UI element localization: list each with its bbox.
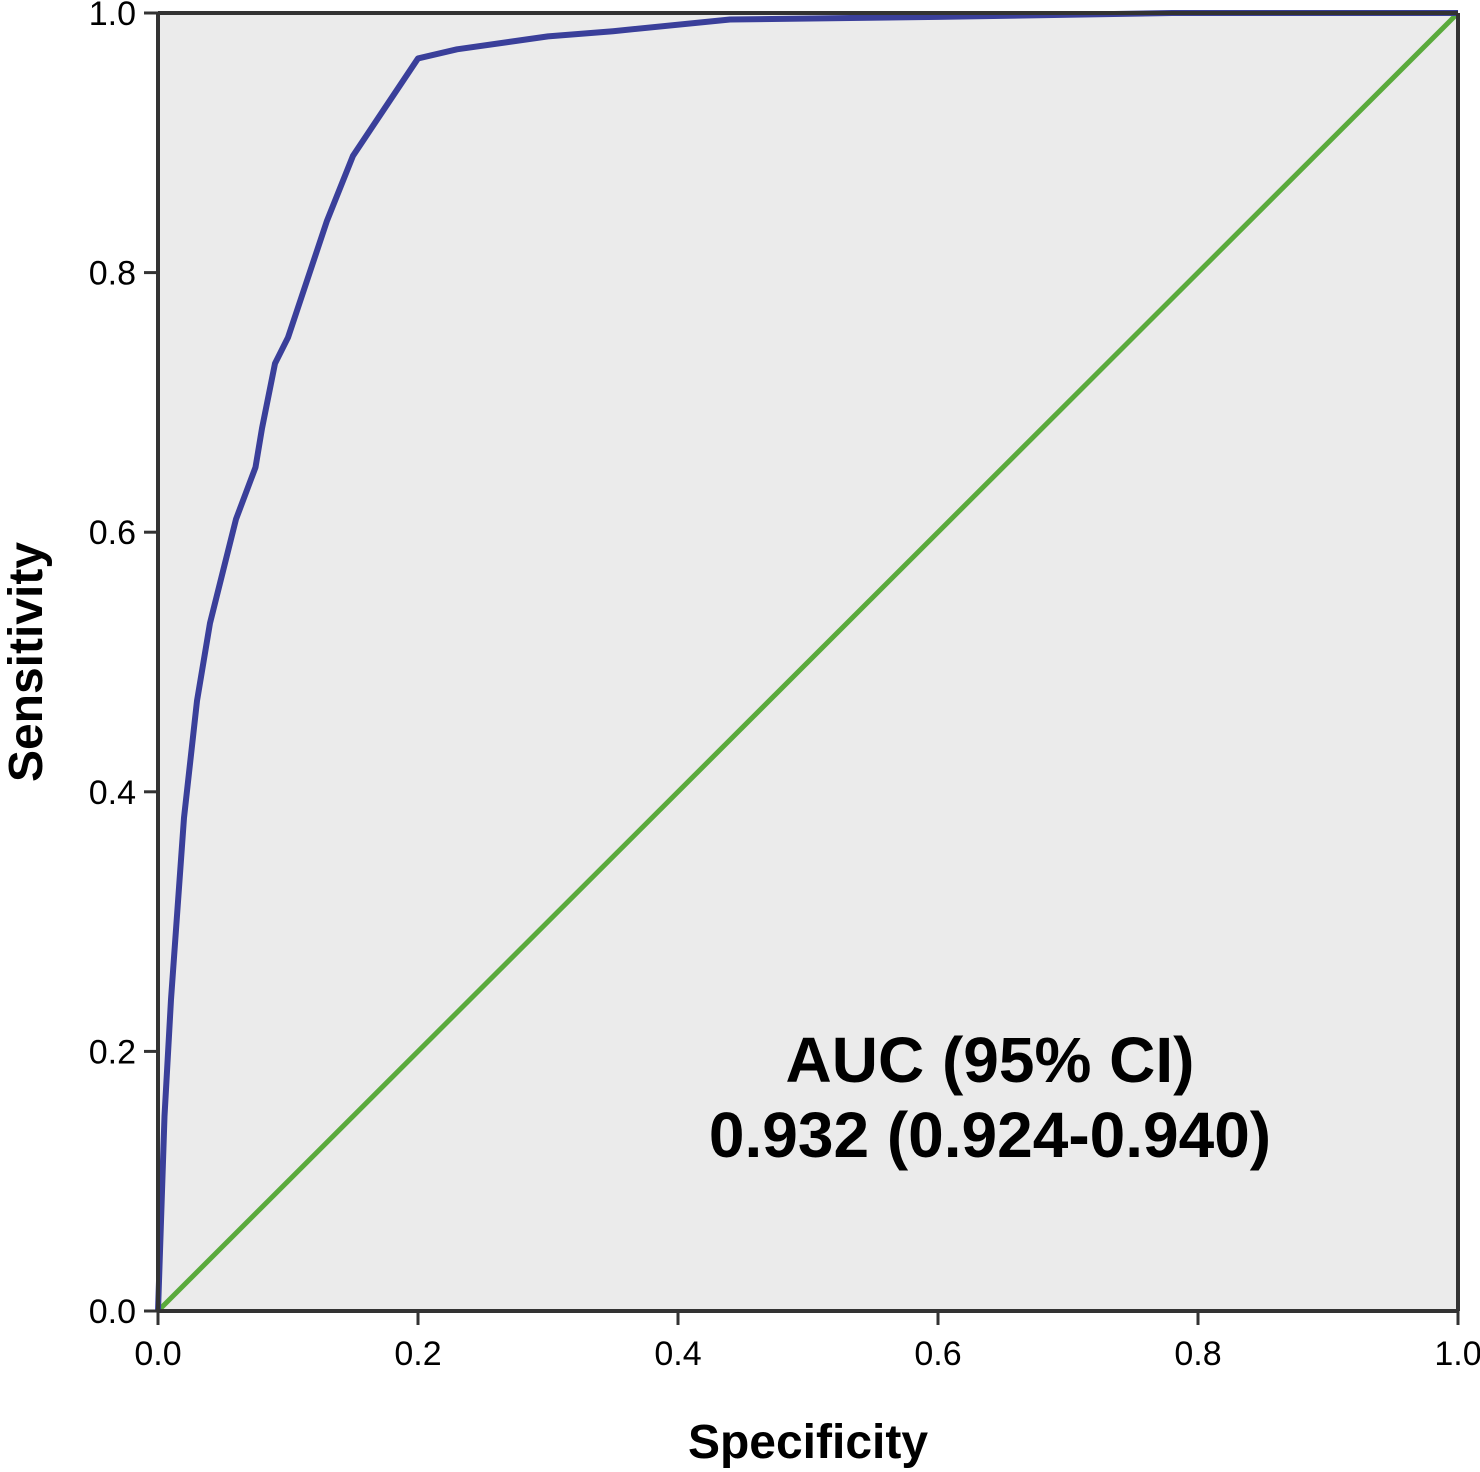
- y-tick-label: 0.0: [89, 1293, 136, 1331]
- x-tick-label: 1.0: [1434, 1335, 1480, 1373]
- y-tick-label: 1.0: [89, 0, 136, 33]
- x-tick-label: 0.2: [394, 1335, 441, 1373]
- y-tick-label: 0.6: [89, 514, 136, 552]
- roc-curve-line: [155, 10, 1458, 1312]
- y-tick-label: 0.8: [89, 255, 136, 293]
- x-tick-label: 0.8: [1174, 1335, 1221, 1373]
- auc-label: AUC (95% CI): [786, 1024, 1195, 1096]
- y-tick-label: 0.2: [89, 1033, 136, 1071]
- x-axis-title: Specificity: [688, 1416, 928, 1469]
- x-tick-label: 0.6: [914, 1335, 961, 1373]
- y-axis-title: Sensitivity: [0, 542, 53, 782]
- auc-value: 0.932 (0.924-0.940): [709, 1099, 1271, 1171]
- y-tick-label: 0.4: [89, 774, 136, 812]
- series-layer: [155, 10, 1460, 1313]
- reference-diagonal-line: [156, 11, 1460, 1313]
- x-tick-label: 0.0: [134, 1335, 181, 1373]
- x-tick-label: 0.4: [654, 1335, 701, 1373]
- tick-layer: 0.0 0.2 0.4 0.6 0.8 1.0 0.0 0.2 0.4 0.6 0.8 1.0: [89, 0, 1480, 1373]
